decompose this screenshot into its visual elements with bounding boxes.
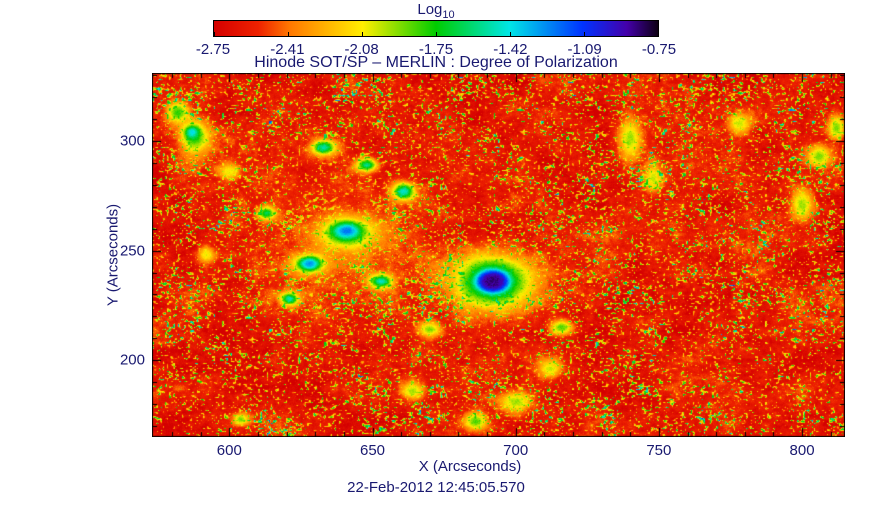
colorbar-tick-label: -1.09	[567, 41, 602, 58]
colorbar-tick-mark	[509, 32, 511, 36]
colorbar-gradient	[213, 20, 659, 37]
plot-title: Hinode SOT/SP – MERLIN : Degree of Polar…	[254, 54, 618, 71]
colorbar-title-text: Log	[417, 1, 443, 18]
colorbar-tick-mark	[214, 32, 215, 36]
y-tick-label: 200	[119, 351, 145, 369]
plot-area: 600 650 700 750 800 200 250 300	[120, 73, 845, 459]
colorbar-tick-label: -2.08	[344, 41, 379, 58]
caption-datetime: 22-Feb-2012 12:45:05.570	[347, 479, 525, 496]
colorbar-tick-mark	[436, 32, 437, 36]
x-tick-label: 650	[359, 442, 386, 459]
colorbar-tick-mark	[361, 32, 363, 36]
colorbar-tick-label: -2.41	[270, 41, 305, 58]
colorbar-title-subscript: 10	[442, 9, 455, 21]
y-tick-label: 300	[119, 132, 145, 150]
x-tick-label: 700	[503, 442, 529, 459]
x-axis-label: X (Arcseconds)	[418, 458, 522, 475]
colorbar-tick-label: -0.75	[641, 41, 677, 58]
colorbar-tick-label: -1.42	[493, 41, 528, 58]
colorbar-tick-label: -2.75	[195, 41, 231, 58]
colorbar-tick-label: -1.75	[418, 41, 454, 58]
colorbar-tick-mark	[287, 32, 289, 36]
x-tick-label: 750	[646, 442, 672, 459]
x-tick-label: 600	[216, 442, 242, 459]
colorbar-tick-mark	[584, 32, 585, 36]
x-tick-label: 800	[789, 442, 815, 459]
heatmap-canvas	[152, 73, 845, 437]
y-tick-label: 250	[119, 242, 145, 260]
y-axis-label: Y (Arcseconds)	[104, 203, 122, 307]
colorbar-tick-mark	[658, 32, 659, 36]
colorbar-title: Log10	[417, 1, 454, 21]
colorbar-tick-labels: -2.75 -2.41 -2.08 -1.75 -1.42 -1.09 -0.75	[196, 41, 676, 58]
